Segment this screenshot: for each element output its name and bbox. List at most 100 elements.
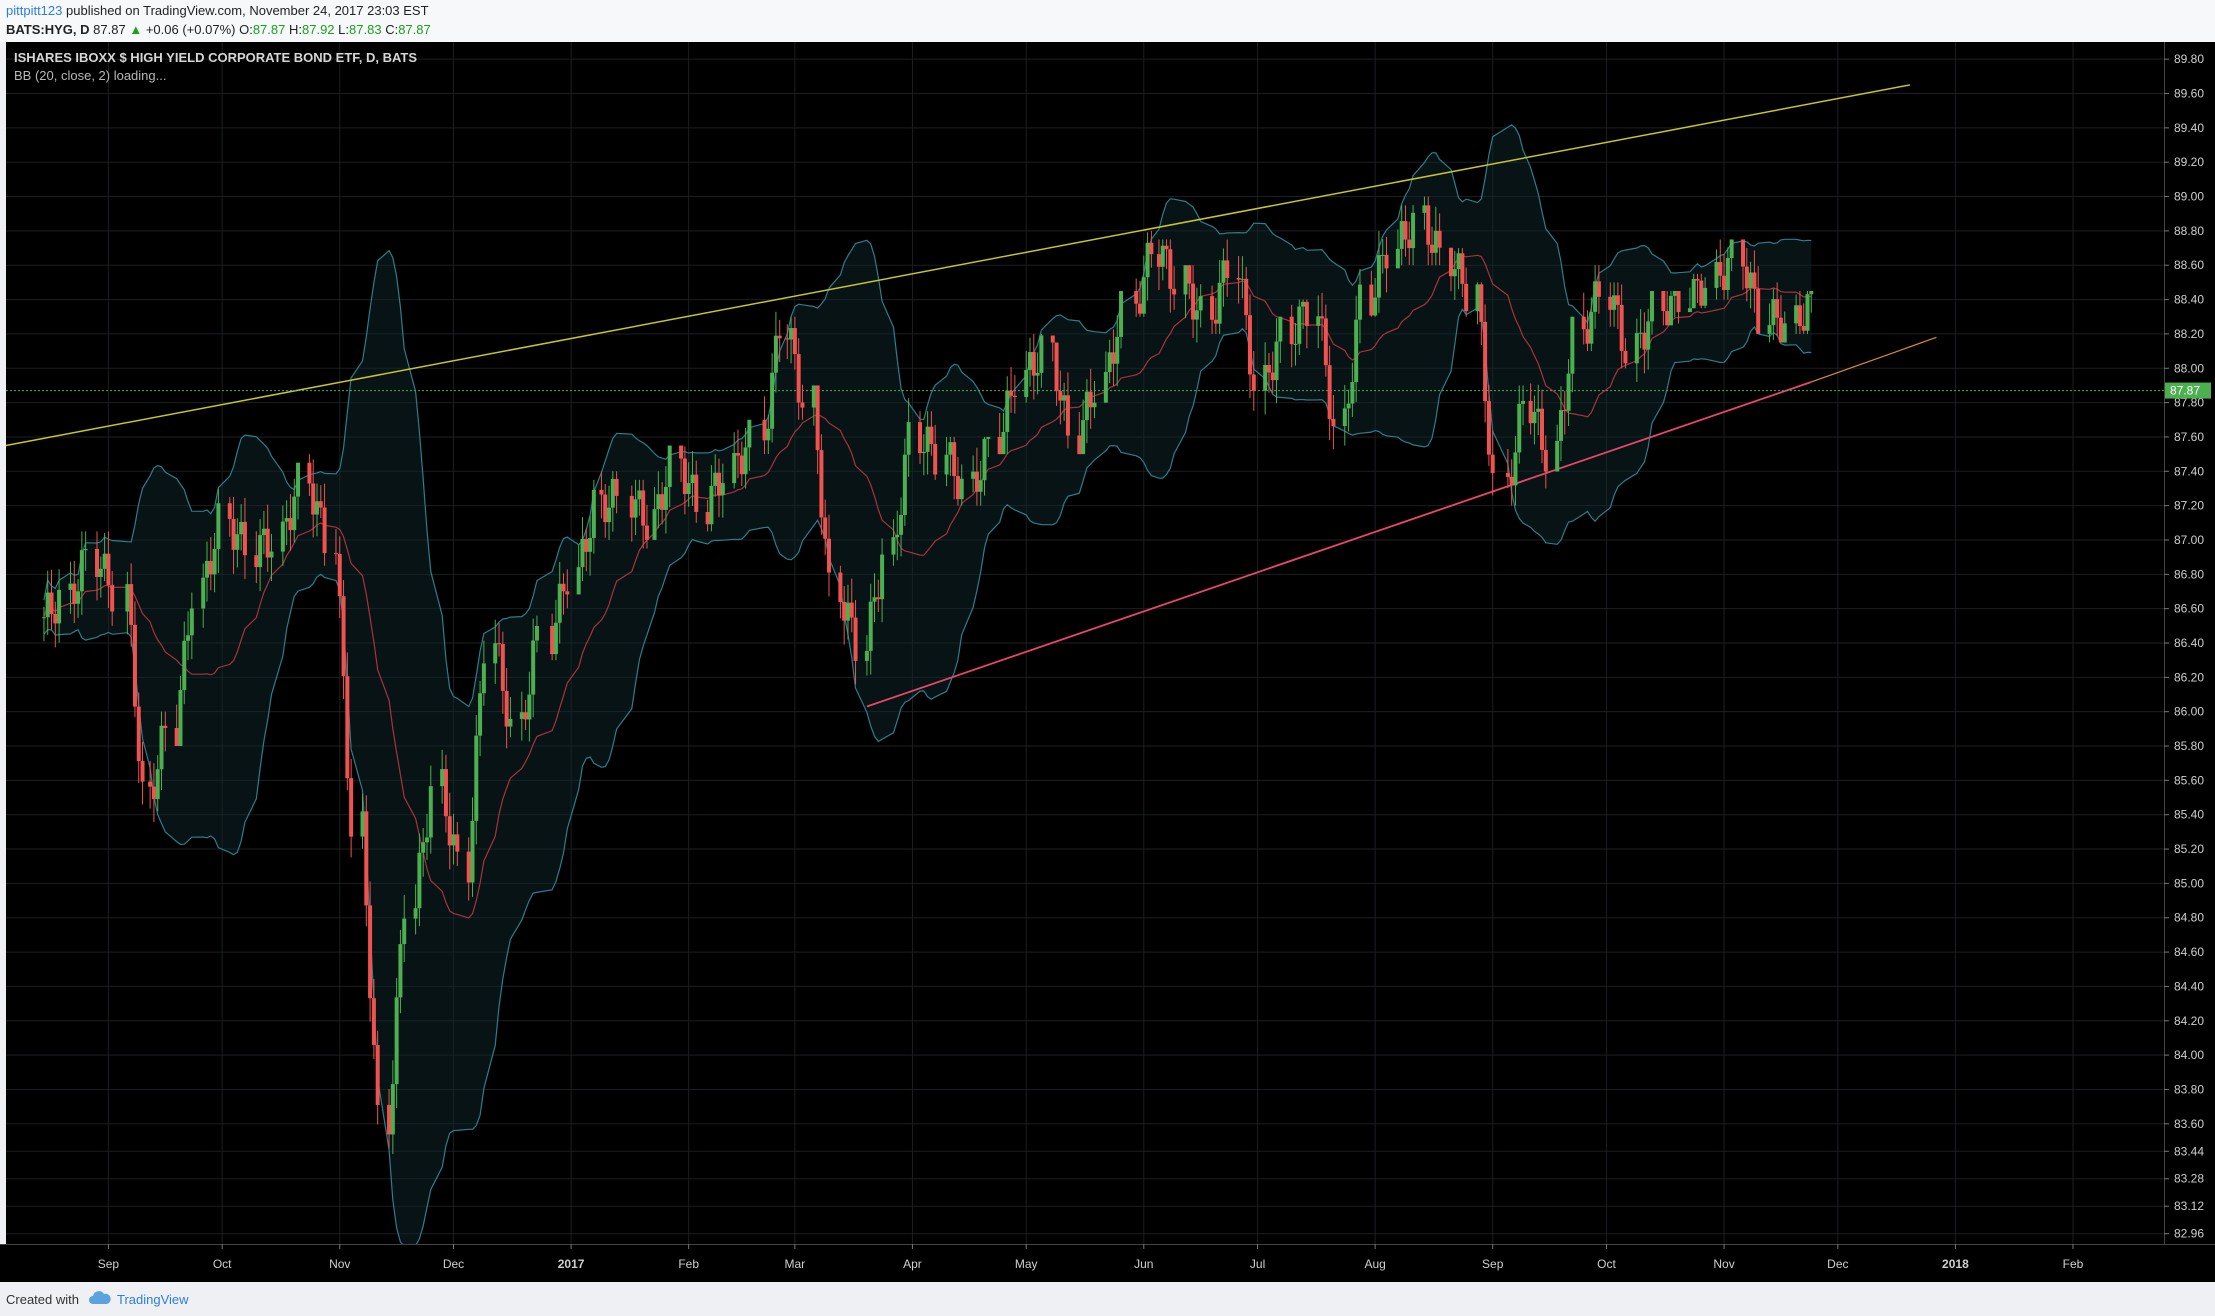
candle-body bbox=[1725, 258, 1730, 290]
candle-body bbox=[534, 625, 539, 641]
chart-area[interactable]: 89.80 89.60 89.40 89.20 89.00 88.80 88.60 88.40… bbox=[0, 42, 2215, 1282]
candle-body bbox=[41, 617, 46, 619]
candle-body bbox=[1395, 248, 1400, 269]
price-tick-label: 88.80 bbox=[2174, 224, 2204, 238]
candle-body bbox=[1274, 341, 1279, 381]
candle-body bbox=[1050, 335, 1055, 343]
candle-body bbox=[921, 451, 926, 454]
price-tick-label: 88.20 bbox=[2174, 327, 2204, 341]
candle-body bbox=[235, 534, 240, 550]
candle-body bbox=[1775, 299, 1780, 318]
low-label: L: bbox=[338, 22, 350, 37]
tradingview-logo-icon[interactable] bbox=[88, 1290, 112, 1306]
candle-body bbox=[242, 521, 247, 556]
candle-body bbox=[106, 553, 111, 586]
candle-body bbox=[838, 572, 843, 602]
candle-body bbox=[906, 422, 911, 455]
candle-body bbox=[371, 998, 376, 1046]
price-chart[interactable]: 89.80 89.60 89.40 89.20 89.00 88.80 88.60 88.40… bbox=[0, 42, 2215, 1282]
candle-body bbox=[895, 534, 900, 538]
candle-body bbox=[660, 494, 665, 510]
candle-body bbox=[387, 1104, 392, 1135]
candle-body bbox=[280, 521, 285, 552]
candle-body bbox=[239, 521, 244, 535]
candle-body bbox=[1221, 260, 1226, 283]
candle-body bbox=[1399, 221, 1404, 249]
candle-body bbox=[880, 554, 885, 600]
candle-body bbox=[136, 706, 141, 762]
price-tick-label: 83.28 bbox=[2174, 1172, 2204, 1186]
price-tick-label: 82.96 bbox=[2174, 1227, 2204, 1241]
candle-body bbox=[694, 474, 699, 512]
candle-body bbox=[1323, 318, 1328, 366]
candle-body bbox=[1119, 290, 1124, 337]
time-tick-label: Nov bbox=[329, 1257, 350, 1271]
tradingview-brand-link[interactable]: TradingView bbox=[117, 1292, 189, 1307]
candle-body bbox=[311, 483, 316, 515]
chart-header: pittpitt123 published on TradingView.com… bbox=[0, 0, 2215, 42]
candle-body bbox=[1024, 369, 1029, 397]
candle-body bbox=[823, 517, 828, 539]
candle-body bbox=[1077, 435, 1082, 455]
price-tick-label: 87.60 bbox=[2174, 430, 2204, 444]
price-tick-label: 87.40 bbox=[2174, 464, 2204, 478]
price-tick-label: 85.80 bbox=[2174, 739, 2204, 753]
candle-body bbox=[849, 602, 854, 618]
candle-body bbox=[254, 555, 259, 568]
candle-body bbox=[1668, 295, 1673, 326]
candle-body bbox=[1756, 288, 1761, 334]
candle-body bbox=[929, 426, 934, 445]
candle-body bbox=[1001, 431, 1006, 455]
candle-body bbox=[739, 455, 744, 475]
candle-body bbox=[826, 538, 831, 573]
candle-body bbox=[261, 528, 266, 536]
candle-body bbox=[550, 625, 555, 655]
candle-body bbox=[417, 852, 422, 909]
candle-body bbox=[341, 596, 346, 677]
candle-body bbox=[845, 602, 850, 621]
candle-body bbox=[292, 496, 297, 531]
candle-body bbox=[614, 478, 619, 496]
candle-body bbox=[1035, 372, 1040, 376]
candle-body bbox=[1426, 205, 1431, 245]
candle-body bbox=[891, 537, 896, 555]
candle-body bbox=[1797, 305, 1802, 327]
candle-body bbox=[307, 462, 312, 484]
price-tick-label: 89.20 bbox=[2174, 155, 2204, 169]
price-tick-label: 83.12 bbox=[2174, 1199, 2204, 1213]
candle-body bbox=[129, 584, 134, 625]
candle-body bbox=[151, 786, 156, 800]
candle-body bbox=[1638, 332, 1643, 334]
price-tick-label: 84.60 bbox=[2174, 945, 2204, 959]
candle-body bbox=[800, 402, 805, 408]
candle-body bbox=[186, 635, 191, 641]
candle-body bbox=[45, 592, 50, 618]
candle-body bbox=[284, 518, 289, 522]
candle-body bbox=[470, 820, 475, 883]
candle-body bbox=[971, 471, 976, 479]
candle-body bbox=[333, 553, 338, 555]
candle-body bbox=[819, 450, 824, 518]
candle-body bbox=[1342, 408, 1347, 427]
time-tick-label: 2017 bbox=[558, 1257, 585, 1271]
time-tick-label: Oct bbox=[1597, 1257, 1616, 1271]
author-link[interactable]: pittpitt123 bbox=[6, 3, 63, 18]
candle-body bbox=[770, 372, 775, 429]
candle-body bbox=[773, 335, 778, 373]
price-axis-background bbox=[2164, 42, 2215, 1244]
candle-body bbox=[1191, 283, 1196, 320]
candle-body bbox=[599, 489, 604, 495]
time-axis[interactable]: Sep Oct Nov Dec 2017 Feb Mar Apr May Jun Jul Aug Sep… bbox=[0, 1244, 2215, 1282]
time-tick-label: Aug bbox=[1364, 1257, 1385, 1271]
price-tick-label: 89.00 bbox=[2174, 190, 2204, 204]
candle-body bbox=[1741, 239, 1746, 267]
candle-body bbox=[523, 712, 528, 720]
candle-body bbox=[1448, 247, 1453, 277]
candle-body bbox=[1137, 303, 1142, 314]
time-tick-label: Jul bbox=[1250, 1257, 1265, 1271]
candle-body bbox=[1509, 476, 1514, 486]
low-value: 87.83 bbox=[349, 22, 382, 37]
price-tick-label: 88.60 bbox=[2174, 258, 2204, 272]
price-axis[interactable]: 89.80 89.60 89.40 89.20 89.00 88.80 88.60 88.40… bbox=[2164, 42, 2215, 1244]
candle-body bbox=[1103, 372, 1108, 403]
